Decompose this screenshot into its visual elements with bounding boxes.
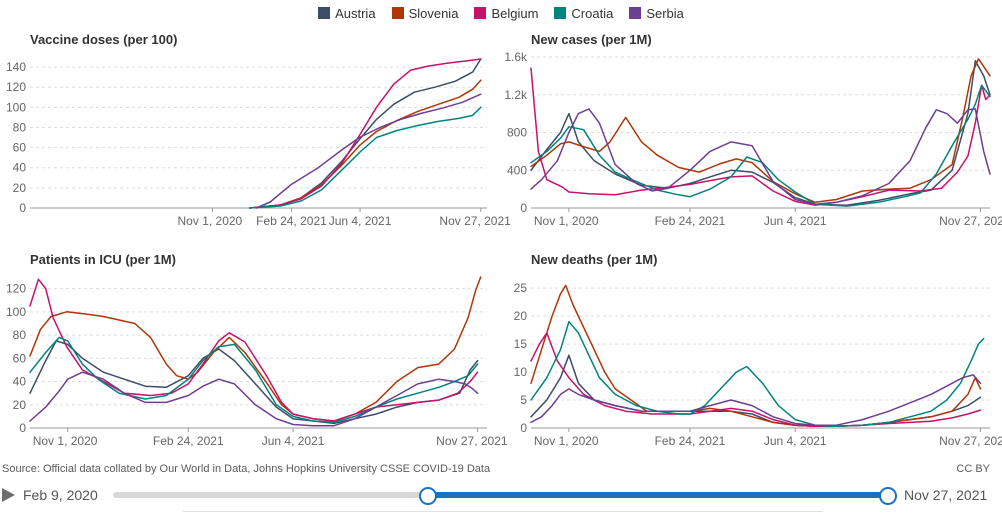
license-link[interactable]: CC BY xyxy=(956,463,990,475)
y-tick-label: 0 xyxy=(19,421,26,435)
y-tick-label: 1.6k xyxy=(504,50,528,64)
legend-label: Austria xyxy=(335,5,376,21)
x-tick-label: Nov 1, 2020 xyxy=(534,214,599,228)
legend-label: Belgium xyxy=(491,5,539,21)
charts-area: Vaccine doses (per 100)02040608010012014… xyxy=(6,32,1002,448)
x-tick-label: Jun 4, 2021 xyxy=(262,434,325,448)
x-tick-label: Nov 1, 2020 xyxy=(178,214,243,228)
series-line-slovenia xyxy=(29,276,482,422)
y-tick-label: 40 xyxy=(13,161,27,175)
x-tick-label: Nov 27, 2021 xyxy=(939,434,1002,448)
y-tick-label: 0 xyxy=(520,201,527,215)
y-tick-label: 60 xyxy=(13,141,27,155)
series-line-slovenia xyxy=(248,79,482,209)
x-tick-label: Nov 1, 2020 xyxy=(33,434,98,448)
series-line-belgium xyxy=(29,278,479,422)
x-tick-label: Jun 4, 2021 xyxy=(329,214,392,228)
series-line-belgium xyxy=(530,67,991,206)
legend-item-croatia[interactable]: Croatia xyxy=(554,3,613,23)
legend-swatch xyxy=(474,7,487,19)
series-line-serbia xyxy=(530,374,982,426)
chart-title: New cases (per 1M) xyxy=(531,32,652,47)
y-tick-label: 80 xyxy=(13,120,27,134)
chart-panel-3: New deaths (per 1M) 0 5 10 15 20 25 Nov 1, 2020… xyxy=(514,252,1002,448)
chart-title: Patients in ICU (per 1M) xyxy=(30,252,176,267)
y-tick-label: 40 xyxy=(13,375,27,389)
y-tick-label: 0 xyxy=(520,421,527,435)
chart-panel-1: New cases (per 1M) 0 400 800 1.2k 1.6k Nov 1, … xyxy=(504,32,1002,228)
legend-label: Croatia xyxy=(571,5,614,21)
series-line-croatia xyxy=(248,106,482,209)
y-tick-label: 140 xyxy=(6,60,26,74)
chart-title: New deaths (per 1M) xyxy=(531,252,657,267)
x-tick-label: Nov 27, 2021 xyxy=(939,214,1002,228)
chart-title: Vaccine doses (per 100) xyxy=(30,32,177,47)
legend-item-slovenia[interactable]: Slovenia xyxy=(391,3,459,23)
y-tick-label: 80 xyxy=(13,328,27,342)
series-line-slovenia xyxy=(530,284,982,428)
x-tick-label: Feb 24, 2021 xyxy=(655,214,726,228)
series-line-belgium xyxy=(530,332,982,428)
y-tick-label: 20 xyxy=(13,181,27,195)
y-tick-label: 20 xyxy=(514,309,528,323)
y-tick-label: 400 xyxy=(507,163,527,177)
series-line-austria xyxy=(248,58,482,209)
legend-item-belgium[interactable]: Belgium xyxy=(474,3,538,23)
timeline-selected-range xyxy=(427,492,887,498)
source-note: Source: Official data collated by Our Wo… xyxy=(2,463,491,475)
y-tick-label: 0 xyxy=(19,201,26,215)
x-tick-label: Feb 24, 2021 xyxy=(655,434,726,448)
x-tick-label: Nov 27, 2021 xyxy=(436,434,508,448)
legend-swatch xyxy=(554,7,567,19)
y-tick-label: 120 xyxy=(6,282,26,296)
y-tick-label: 20 xyxy=(13,398,27,412)
legend-swatch xyxy=(318,7,331,19)
chart-panel-0: Vaccine doses (per 100) 0 20 40 60 80 100 120 14… xyxy=(6,32,511,228)
series-line-slovenia xyxy=(530,58,991,204)
legend-item-austria[interactable]: Austria xyxy=(318,3,376,23)
y-tick-label: 120 xyxy=(6,80,26,94)
legend-swatch xyxy=(629,7,642,19)
y-tick-label: 100 xyxy=(6,100,26,114)
y-tick-label: 800 xyxy=(507,126,527,140)
series-line-croatia xyxy=(29,336,479,423)
y-tick-label: 5 xyxy=(520,393,527,407)
legend: Austria Slovenia Belgium Croatia Serbia xyxy=(0,3,1002,23)
timeline-end-label: Nov 27, 2021 xyxy=(904,487,988,503)
play-icon[interactable] xyxy=(2,488,15,502)
y-tick-label: 25 xyxy=(514,281,528,295)
y-tick-label: 10 xyxy=(514,365,528,379)
timeline-start-label: Feb 9, 2020 xyxy=(23,487,98,503)
x-tick-label: Nov 27, 2021 xyxy=(439,214,511,228)
x-tick-label: Feb 24, 2021 xyxy=(256,214,327,228)
legend-label: Serbia xyxy=(646,5,684,21)
chart-panel-2: Patients in ICU (per 1M) 0 20 40 60 80 100 120 N… xyxy=(6,252,508,448)
y-tick-label: 60 xyxy=(13,351,27,365)
series-line-croatia xyxy=(530,84,991,207)
series-line-austria xyxy=(530,60,991,206)
divider xyxy=(183,511,823,512)
y-tick-label: 15 xyxy=(514,337,528,351)
x-tick-label: Feb 24, 2021 xyxy=(153,434,224,448)
timeline-slider: Feb 9, 2020 Nov 27, 2021 xyxy=(0,480,1002,510)
timeline-start-handle[interactable] xyxy=(419,487,437,505)
series-line-croatia xyxy=(530,320,985,428)
series-line-belgium xyxy=(248,58,482,209)
legend-swatch xyxy=(391,7,404,19)
legend-item-serbia[interactable]: Serbia xyxy=(629,3,684,23)
series-line-serbia xyxy=(29,371,479,427)
y-tick-label: 1.2k xyxy=(504,88,528,102)
series-line-austria xyxy=(29,340,479,425)
series-line-serbia xyxy=(255,93,482,209)
y-tick-label: 100 xyxy=(6,305,26,319)
series-line-serbia xyxy=(530,108,991,205)
legend-label: Slovenia xyxy=(408,5,459,21)
x-tick-label: Nov 1, 2020 xyxy=(534,434,599,448)
timeline-end-handle[interactable] xyxy=(879,487,897,505)
x-tick-label: Jun 4, 2021 xyxy=(764,214,827,228)
x-tick-label: Jun 4, 2021 xyxy=(764,434,827,448)
